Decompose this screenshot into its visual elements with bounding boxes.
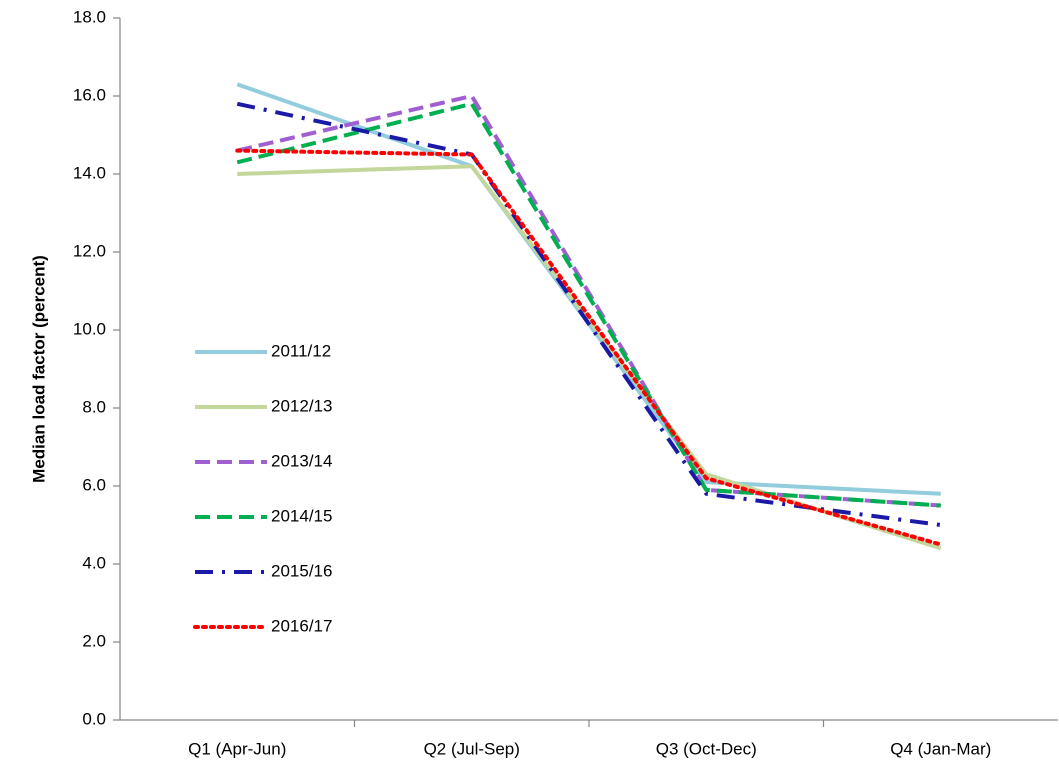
x-tick-label: Q2 (Jul-Sep) [424,739,520,758]
legend-label: 2014/15 [271,506,332,525]
x-tick-label: Q3 (Oct-Dec) [656,739,757,758]
legend-label: 2013/14 [271,451,332,470]
y-axis-label: Median load factor (percent) [29,255,48,483]
legend-label: 2015/16 [271,561,332,580]
y-tick-label: 18.0 [73,7,106,26]
y-tick-label: 10.0 [73,319,106,338]
series-line [235,148,943,547]
y-tick-label: 16.0 [73,85,106,104]
x-tick-label: Q4 (Jan-Mar) [890,739,991,758]
y-tick-label: 6.0 [82,475,106,494]
legend-label: 2012/13 [271,396,332,415]
y-tick-label: 8.0 [82,397,106,416]
legend-label: 2016/17 [271,616,332,635]
series-line [237,164,942,551]
legend-label: 2011/12 [271,341,331,360]
y-tick-label: 0.0 [82,709,106,728]
series-line [236,94,941,508]
y-tick-label: 14.0 [73,163,106,182]
y-tick-label: 4.0 [82,553,106,572]
y-tick-label: 2.0 [82,631,106,650]
y-tick-label: 12.0 [73,241,106,260]
series-line [236,101,941,508]
x-tick-label: Q1 (Apr-Jun) [188,739,286,758]
